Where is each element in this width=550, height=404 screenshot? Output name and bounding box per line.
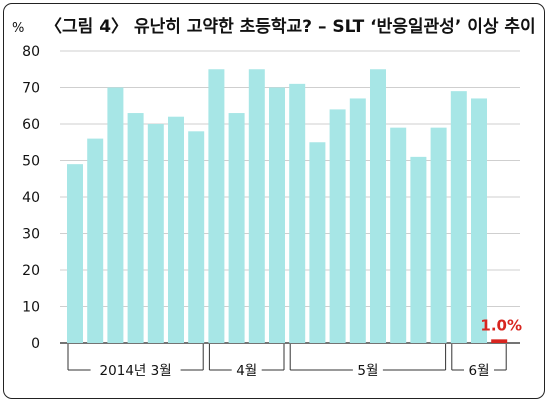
group-label: 2014년 3월 [100,363,172,379]
y-tick-label: 70 [22,81,40,97]
bar [370,69,386,343]
highlight-label: 1.0% [480,316,522,334]
y-tick-label: 40 [22,190,40,206]
y-tick-label: 60 [22,117,40,133]
bar [410,156,427,343]
y-tick-label: 50 [22,154,40,170]
bar [87,138,104,343]
bar [329,109,346,344]
group-label: 4월 [236,363,257,379]
annotations: 1.0% [480,316,522,334]
bar [107,87,124,343]
y-tick-label: 30 [22,227,40,243]
bar [309,142,326,343]
y-tick-label: 10 [22,300,40,316]
y-tick-label: 80 [22,44,40,60]
chart-title: 〈그림 4〉 유난히 고약한 초등학교? – SLT ‘반응일관성’ 이상 추이 [45,16,536,37]
bar [450,91,467,344]
y-ticks: 0 10 20 30 40 50 60 70 80 [22,44,40,352]
x-groups: 2014년 3월 4월 5월 6월 [67,344,507,379]
y-tick-label: 20 [22,263,40,279]
bar [289,83,306,343]
bar [430,127,447,344]
y-tick-label: 0 [31,336,40,352]
bar [67,164,83,343]
bar [471,98,487,343]
bars [67,69,508,344]
y-axis-unit: % [12,21,24,36]
bar-highlight [491,339,508,343]
bar [248,69,265,343]
bar [269,87,285,343]
bar [208,69,225,343]
bar [147,124,164,343]
bar [390,127,407,344]
bar [127,113,144,343]
group-label: 6월 [468,363,489,379]
bar [188,131,205,343]
bar [228,113,245,343]
bar [349,98,366,343]
group-label: 5월 [357,363,378,379]
bar [168,116,184,343]
